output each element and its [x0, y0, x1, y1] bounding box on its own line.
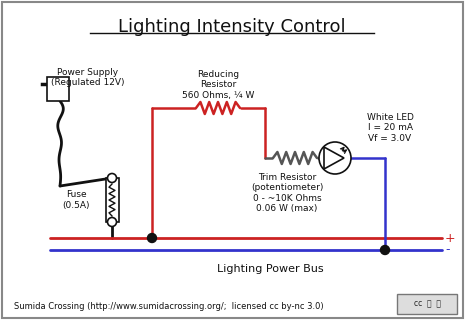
Bar: [47, 77, 69, 101]
Bar: [106, 178, 119, 222]
Circle shape: [107, 173, 117, 182]
Text: Reducing
Resistor
560 Ohms, ¼ W: Reducing Resistor 560 Ohms, ¼ W: [182, 70, 254, 100]
Text: Sumida Crossing (http://www.sumidacrossing.org/;  licensed cc by-nc 3.0): Sumida Crossing (http://www.sumidacrossi…: [14, 302, 324, 311]
Circle shape: [147, 234, 157, 243]
Circle shape: [107, 218, 117, 227]
Circle shape: [380, 245, 390, 254]
Text: Trim Resistor
(potentiometer)
0 - ~10K Ohms
0.06 W (max): Trim Resistor (potentiometer) 0 - ~10K O…: [251, 173, 323, 213]
Text: Fuse
(0.5A): Fuse (0.5A): [62, 190, 90, 210]
Circle shape: [319, 142, 351, 174]
Text: Lighting Power Bus: Lighting Power Bus: [217, 264, 323, 274]
Text: Power Supply
(Regulated 12V): Power Supply (Regulated 12V): [51, 68, 125, 87]
Text: White LED
I = 20 mA
Vf = 3.0V: White LED I = 20 mA Vf = 3.0V: [366, 113, 413, 143]
Bar: [397, 294, 457, 314]
Text: -: -: [445, 244, 450, 257]
Text: +: +: [445, 231, 456, 244]
Text: Lighting Intensity Control: Lighting Intensity Control: [118, 18, 346, 36]
Text: cc  ⓘ  Ⓢ: cc ⓘ Ⓢ: [413, 300, 440, 308]
